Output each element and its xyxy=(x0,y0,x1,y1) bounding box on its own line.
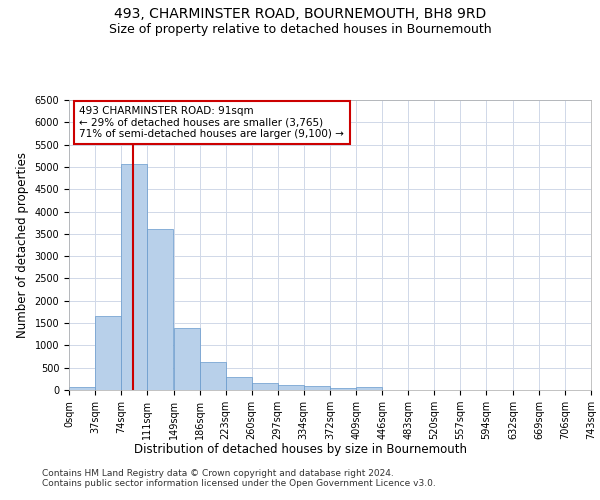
Bar xyxy=(200,362,226,390)
Text: 493 CHARMINSTER ROAD: 91sqm
← 29% of detached houses are smaller (3,765)
71% of : 493 CHARMINSTER ROAD: 91sqm ← 29% of det… xyxy=(79,106,344,139)
Text: 493, CHARMINSTER ROAD, BOURNEMOUTH, BH8 9RD: 493, CHARMINSTER ROAD, BOURNEMOUTH, BH8 … xyxy=(114,8,486,22)
Text: Contains public sector information licensed under the Open Government Licence v3: Contains public sector information licen… xyxy=(42,478,436,488)
Text: Contains HM Land Registry data © Crown copyright and database right 2024.: Contains HM Land Registry data © Crown c… xyxy=(42,468,394,477)
Bar xyxy=(226,377,251,390)
Text: Distribution of detached houses by size in Bournemouth: Distribution of detached houses by size … xyxy=(133,442,467,456)
Bar xyxy=(69,386,95,390)
Bar xyxy=(278,385,304,390)
Bar xyxy=(331,388,356,390)
Y-axis label: Number of detached properties: Number of detached properties xyxy=(16,152,29,338)
Bar xyxy=(251,384,278,390)
Bar xyxy=(147,230,173,390)
Bar xyxy=(304,386,329,390)
Bar xyxy=(121,164,147,390)
Bar xyxy=(356,386,382,390)
Bar xyxy=(173,328,200,390)
Bar xyxy=(95,316,121,390)
Text: Size of property relative to detached houses in Bournemouth: Size of property relative to detached ho… xyxy=(109,22,491,36)
